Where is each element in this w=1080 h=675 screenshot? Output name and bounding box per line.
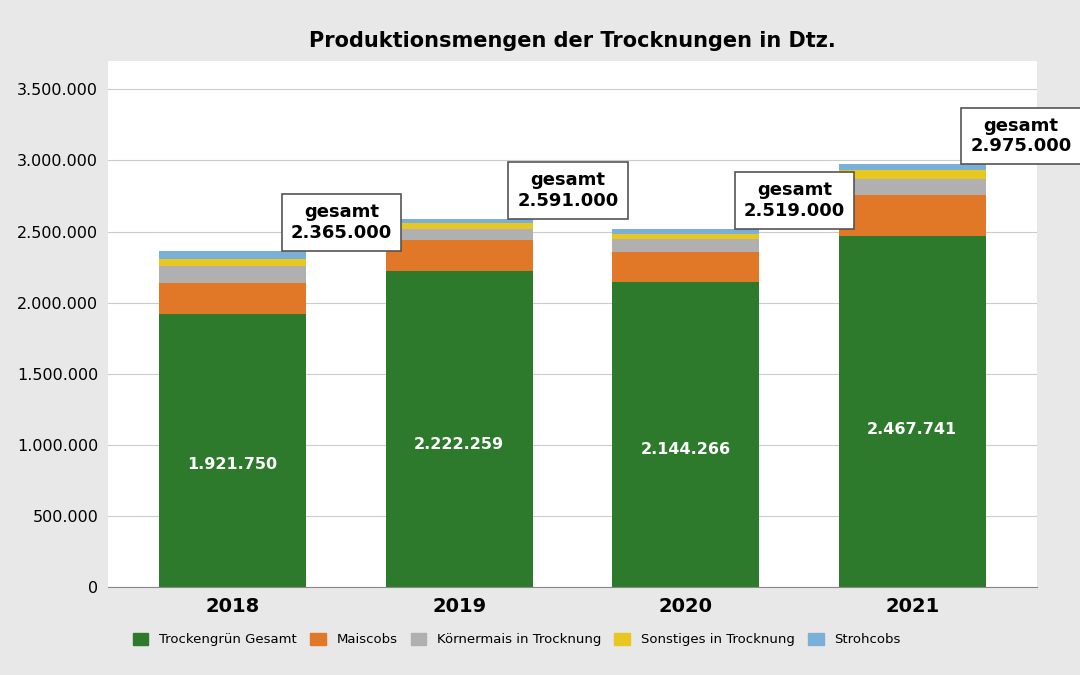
Bar	[159, 250, 307, 259]
Bar	[612, 234, 759, 239]
Text: gesamt
2.591.000: gesamt 2.591.000	[517, 171, 619, 210]
Bar	[386, 271, 532, 587]
Bar	[159, 284, 307, 314]
Bar	[838, 179, 986, 195]
Bar	[838, 164, 986, 169]
Text: gesamt
2.519.000: gesamt 2.519.000	[744, 182, 845, 220]
Bar	[386, 219, 532, 223]
Bar	[159, 266, 307, 283]
Bar	[838, 236, 986, 587]
Bar	[612, 239, 759, 252]
Bar	[838, 195, 986, 236]
Text: 2.467.741: 2.467.741	[867, 422, 957, 437]
Text: 2.144.266: 2.144.266	[640, 442, 731, 458]
Bar	[838, 169, 986, 179]
Bar	[386, 223, 532, 229]
Bar	[386, 240, 532, 271]
Bar	[612, 252, 759, 282]
Bar	[612, 282, 759, 587]
Legend: Trockengrün Gesamt, Maiscobs, Körnermais in Trocknung, Sonstiges in Trocknung, S: Trockengrün Gesamt, Maiscobs, Körnermais…	[127, 628, 906, 652]
Text: 2.222.259: 2.222.259	[414, 437, 504, 452]
Bar	[159, 259, 307, 266]
Title: Produktionsmengen der Trocknungen in Dtz.: Produktionsmengen der Trocknungen in Dtz…	[309, 31, 836, 51]
Text: 1.921.750: 1.921.750	[188, 457, 278, 472]
Bar	[159, 314, 307, 587]
Bar	[386, 229, 532, 240]
Bar	[612, 229, 759, 234]
Text: gesamt
2.975.000: gesamt 2.975.000	[970, 117, 1071, 155]
Text: gesamt
2.365.000: gesamt 2.365.000	[291, 203, 392, 242]
